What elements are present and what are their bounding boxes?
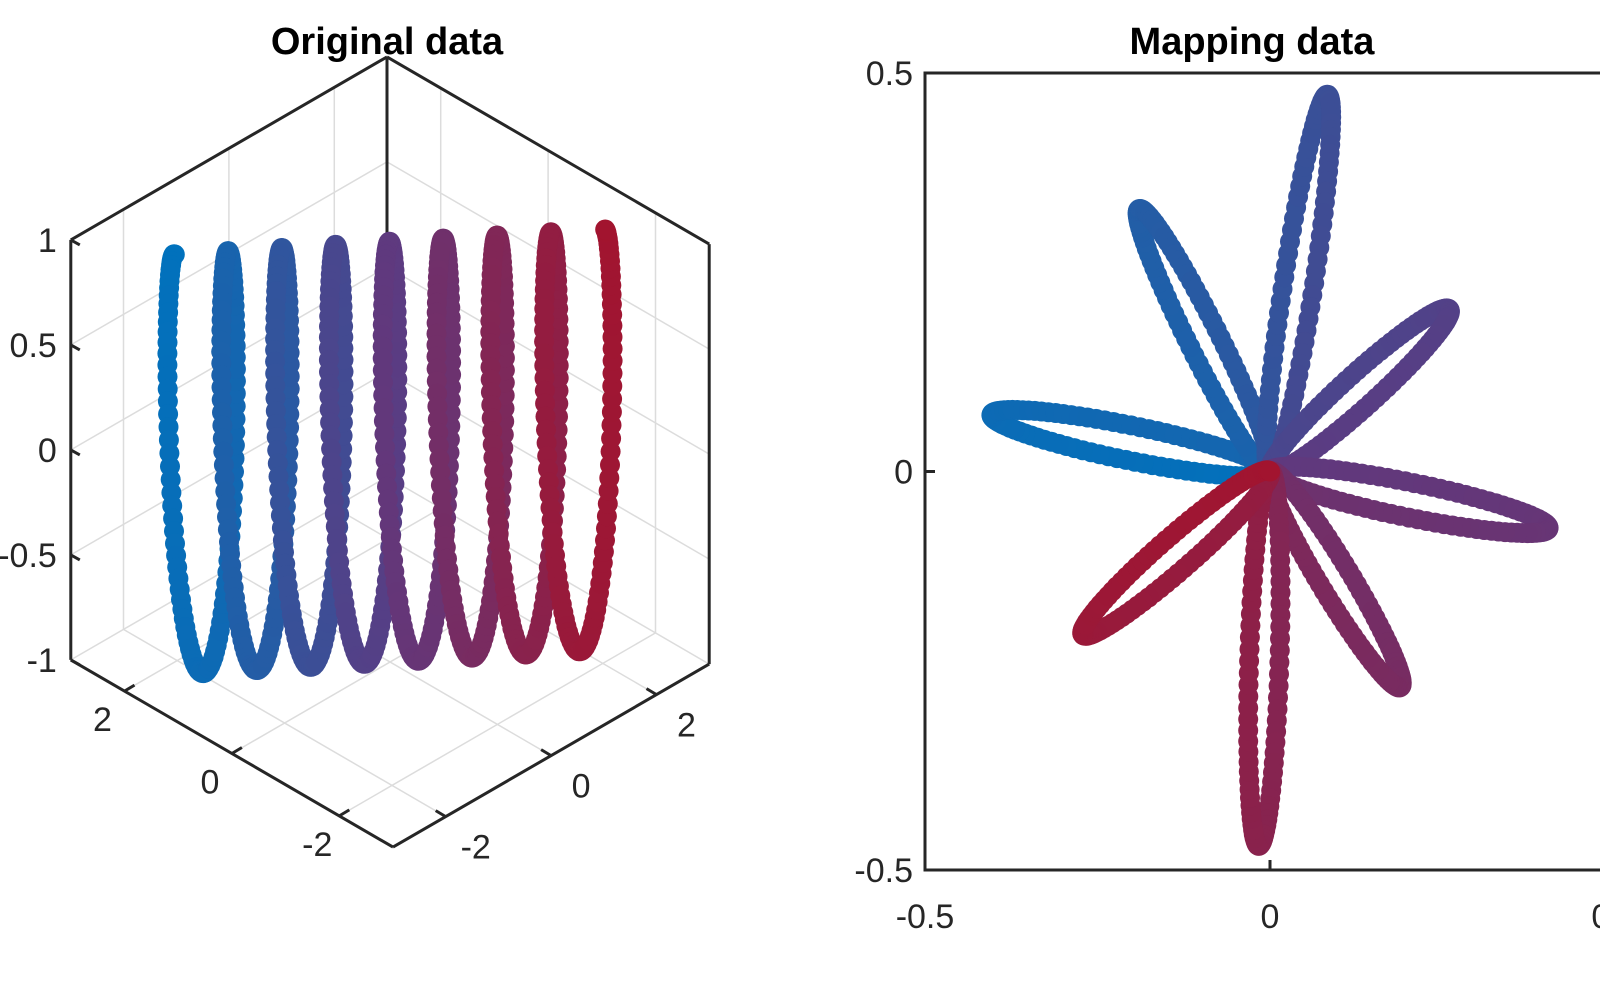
x-tick-label: -0.5 [896, 898, 955, 936]
tick-labels: -0.5 -0.5 0 0 0.5 0.5 [854, 55, 1600, 936]
tick-mark [338, 808, 351, 818]
tick-mark [70, 448, 81, 457]
z-tick-label: -0.5 [0, 537, 57, 575]
data-point [1260, 461, 1280, 482]
tick-mark [645, 687, 658, 696]
petal-points [981, 84, 1559, 856]
tick-mark [70, 658, 81, 667]
mapping-data-chart: Mapping data -0.5 -0.5 0 0 0.5 0.5 [854, 21, 1600, 936]
y-tick-label: 0 [200, 764, 219, 802]
tick-mark [434, 809, 447, 818]
y-tick-label: 0.5 [866, 55, 913, 93]
tick-labels: -1 -0.5 0 0.5 1 -2 0 2 -2 0 2 [0, 222, 696, 867]
axis-edge [386, 55, 710, 246]
tick-mark [70, 343, 81, 352]
tick-mark [540, 748, 552, 757]
x-tick-label: 2 [677, 707, 696, 745]
y-tick-label: 0 [894, 454, 913, 492]
chart-title: Mapping data [1130, 21, 1376, 63]
y-tick-label: -2 [302, 826, 332, 864]
tick-mark [70, 553, 81, 562]
z-tick-label: 0 [38, 432, 57, 470]
tick-mark [231, 746, 243, 755]
original-data-chart: Original data -1 -0.5 0 0.5 1 -2 0 2 -2 0 2 [0, 21, 711, 867]
chart-title: Original data [271, 21, 504, 63]
z-tick-label: 0.5 [10, 327, 57, 365]
z-tick-label: 1 [38, 222, 57, 260]
helix-points [157, 219, 623, 684]
x-tick-label: 0.5 [1591, 898, 1600, 936]
tick-mark [123, 683, 136, 693]
z-tick-label: -1 [27, 642, 57, 680]
y-tick-label: -0.5 [854, 852, 913, 890]
axis-edge [70, 55, 388, 242]
data-point [595, 219, 616, 240]
y-tick-label: 2 [93, 701, 112, 739]
x-tick-label: -2 [461, 829, 491, 867]
x-tick-label: 0 [1261, 898, 1280, 936]
x-tick-label: 0 [572, 768, 591, 806]
tick-mark [70, 238, 81, 247]
